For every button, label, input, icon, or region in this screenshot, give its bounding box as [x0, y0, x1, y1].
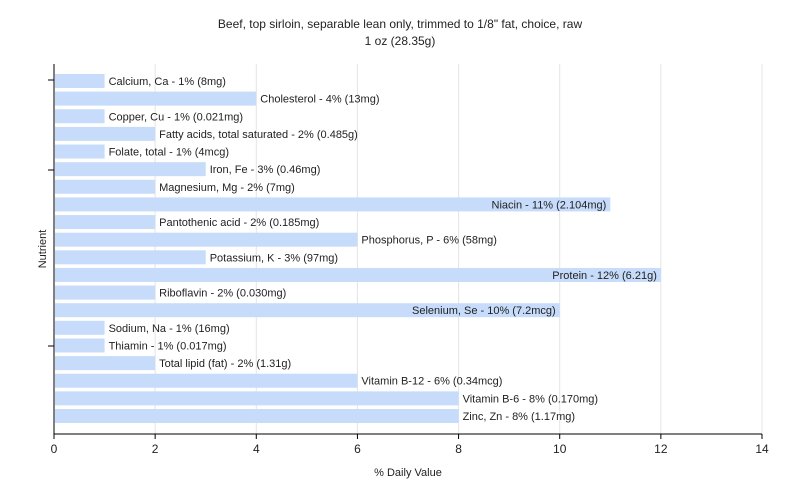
x-tick-label: 14: [755, 442, 769, 456]
bar-label: Phosphorus, P - 6% (58mg): [361, 235, 497, 247]
x-tick-label: 6: [354, 442, 361, 456]
bar: [55, 391, 459, 406]
bar: [55, 144, 105, 159]
bar-label: Copper, Cu - 1% (0.021mg): [109, 111, 244, 123]
bar: [55, 197, 611, 212]
x-tick-label: 2: [152, 442, 159, 456]
plot-area: [54, 64, 762, 434]
bar: [55, 356, 156, 371]
bar-label: Vitamin B-6 - 8% (0.170mg): [463, 393, 599, 405]
bar-label: Cholesterol - 4% (13mg): [260, 94, 379, 106]
bar: [55, 232, 358, 247]
bar: [55, 74, 105, 88]
bar-label: Iron, Fe - 3% (0.46mg): [210, 164, 321, 176]
bar-label: Niacin - 11% (2.104mg): [492, 199, 607, 211]
bar: [55, 338, 105, 353]
bar-label: Total lipid (fat) - 2% (1.31g): [159, 358, 291, 370]
y-axis-label: Nutrient: [37, 230, 49, 269]
bar-label: Zinc, Zn - 8% (1.17mg): [463, 411, 575, 423]
axes: [48, 64, 762, 435]
bar-label: Potassium, K - 3% (97mg): [210, 252, 338, 264]
bar-label: Riboflavin - 2% (0.030mg): [159, 288, 286, 300]
bar-label: Sodium, Na - 1% (16mg): [109, 323, 230, 335]
bar: [55, 409, 459, 423]
bar: [55, 303, 560, 318]
bar: [55, 373, 358, 388]
x-tick-label: 8: [455, 442, 462, 456]
bar: [55, 91, 257, 106]
chart-subtitle: 1 oz (28.35g): [364, 34, 436, 48]
bar: [55, 267, 661, 282]
bar: [55, 250, 206, 265]
grid-lines: [154, 64, 763, 434]
bar: [55, 126, 156, 141]
x-axis-label: % Daily Value: [374, 467, 442, 479]
bar-label: Folate, total - 1% (4mcg): [109, 147, 229, 159]
bar-label: Thiamin - 1% (0.017mg): [109, 340, 227, 352]
bar: [55, 320, 105, 335]
x-tick-label: 0: [51, 442, 58, 456]
bar: [55, 162, 206, 177]
x-tick-label: 10: [553, 442, 567, 456]
bar: [55, 109, 105, 124]
bar-label: Calcium, Ca - 1% (8mg): [109, 76, 226, 88]
chart-title-block: Beef, top sirloin, separable lean only, …: [0, 16, 800, 50]
bar-label: Pantothenic acid - 2% (0.185mg): [159, 217, 319, 229]
bars: [55, 74, 661, 423]
chart-title: Beef, top sirloin, separable lean only, …: [217, 17, 583, 31]
bar-label: Selenium, Se - 10% (7.2mcg): [412, 305, 556, 317]
bar: [55, 215, 156, 230]
bar-label: Vitamin B-12 - 6% (0.34mcg): [361, 376, 502, 388]
bar-label: Magnesium, Mg - 2% (7mg): [159, 182, 295, 194]
x-tick-label: 12: [654, 442, 668, 456]
bar: [55, 285, 156, 300]
bar-labels: Calcium, Ca - 1% (8mg) Cholesterol - 4% (…: [109, 76, 657, 423]
bar: [55, 179, 156, 194]
x-tick-labels: 0 2 4 6 8 10 12 14: [51, 434, 769, 456]
x-tick-label: 4: [253, 442, 260, 456]
bar-label: Fatty acids, total saturated - 2% (0.485…: [159, 129, 358, 141]
bar-label: Protein - 12% (6.21g): [552, 270, 657, 282]
